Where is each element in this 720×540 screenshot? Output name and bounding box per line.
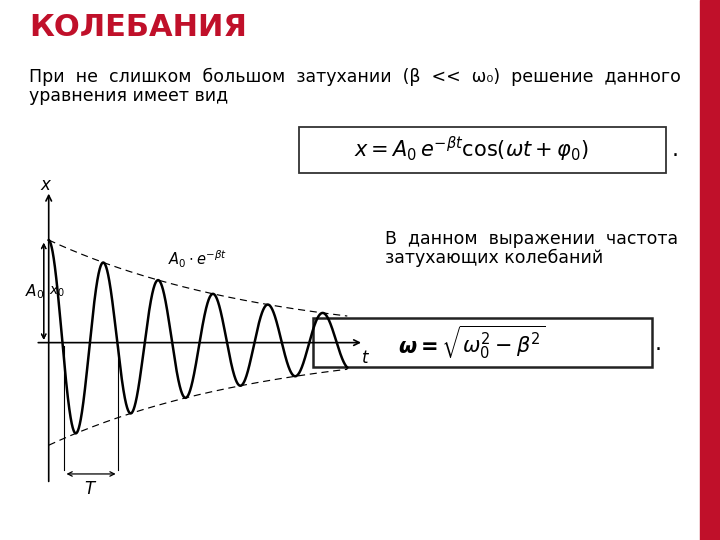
Text: $t$: $t$ <box>361 349 370 367</box>
Text: $x$: $x$ <box>40 176 53 194</box>
Text: уравнения имеет вид: уравнения имеет вид <box>29 87 228 105</box>
Text: $\boldsymbol{\omega = \sqrt{\omega_0^2 - \beta^2}}$: $\boldsymbol{\omega = \sqrt{\omega_0^2 -… <box>398 323 545 361</box>
Text: КОЛЕБАНИЯ: КОЛЕБАНИЯ <box>29 14 247 43</box>
Bar <box>700 0 720 540</box>
Text: В  данном  выражении  частота: В данном выражении частота <box>385 230 678 247</box>
Text: $.$: $.$ <box>654 334 660 354</box>
Text: $.$: $.$ <box>671 140 678 160</box>
FancyBboxPatch shape <box>299 127 666 173</box>
Text: $x_0$: $x_0$ <box>49 284 65 299</box>
Text: $T$: $T$ <box>84 480 98 498</box>
Text: $x = A_0\, e^{-\beta t} \cos(\omega t + \varphi_0)$: $x = A_0\, e^{-\beta t} \cos(\omega t + … <box>354 134 589 164</box>
Text: $A_0$: $A_0$ <box>25 282 45 301</box>
Text: затухающих колебаний: затухающих колебаний <box>385 248 603 267</box>
Text: При  не  слишком  большом  затухании  (β  <<  ω₀)  решение  данного: При не слишком большом затухании (β << ω… <box>29 68 680 86</box>
FancyBboxPatch shape <box>313 318 652 367</box>
Text: $A_0 \cdot e^{-\beta t}$: $A_0 \cdot e^{-\beta t}$ <box>168 248 228 269</box>
